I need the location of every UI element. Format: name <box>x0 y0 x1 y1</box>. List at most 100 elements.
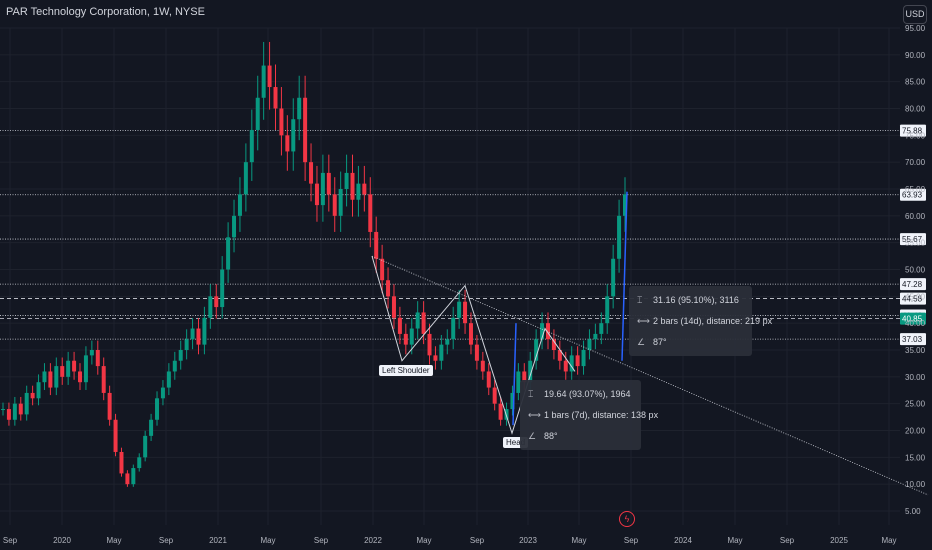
candle-body <box>314 183 319 206</box>
y-tick-label: 55.00 <box>905 239 926 248</box>
candle-body <box>6 409 11 420</box>
candle-body <box>149 419 154 436</box>
candle-body <box>344 172 349 189</box>
candle-body <box>593 333 598 340</box>
candle-body <box>415 312 420 329</box>
candle-body <box>18 403 23 415</box>
candle-body <box>72 360 77 372</box>
level-price-label: 37.03 <box>902 335 923 344</box>
candle-body <box>356 183 361 200</box>
measure-lower-bars: 1 bars (7d), distance: 138 px <box>544 410 659 420</box>
candle-body <box>243 162 248 195</box>
candle-body <box>255 97 260 130</box>
y-tick-label: 35.00 <box>905 346 926 355</box>
candle-body <box>95 350 100 367</box>
candle-body <box>362 183 367 195</box>
x-tick-label: 2021 <box>209 536 227 545</box>
earnings-event-icon[interactable]: ϟ <box>619 511 635 527</box>
candle-body <box>214 296 219 308</box>
candle-body <box>178 350 183 361</box>
candle-body <box>184 339 189 350</box>
candle-body <box>498 403 503 420</box>
y-tick-label: 50.00 <box>905 266 926 275</box>
candle-body <box>581 350 586 367</box>
candle-body <box>208 296 213 318</box>
measure-box-lower: ⌶ 19.64 (93.07%), 1964 ⟷ 1 bars (7d), dist… <box>520 380 658 450</box>
level-price-tag <box>900 333 926 346</box>
y-tick-label: 85.00 <box>905 78 926 87</box>
candle-body <box>386 280 391 297</box>
level-price-label: 55.67 <box>902 235 923 244</box>
candle-body <box>273 87 278 109</box>
y-tick-label: 90.00 <box>905 51 926 60</box>
candle-body <box>78 371 83 383</box>
bars-range-icon: ⟷ <box>637 316 650 326</box>
head-shoulders-path <box>371 255 576 435</box>
chart-grid <box>0 27 900 525</box>
candle-body <box>89 350 94 356</box>
candle-body <box>522 371 527 383</box>
level-price-label: 47.28 <box>902 280 923 289</box>
candle-body <box>107 392 112 420</box>
y-tick-label: 25.00 <box>905 400 926 409</box>
y-tick-label: 65.00 <box>905 185 926 194</box>
candle-body <box>569 355 574 372</box>
angle-icon: ∠ <box>528 431 537 441</box>
candle-body <box>101 366 106 393</box>
candle-body <box>137 457 142 469</box>
candle-body <box>237 194 242 216</box>
candle-body <box>30 392 35 399</box>
candle-body <box>468 323 473 345</box>
candle-body <box>338 189 343 216</box>
candle-body <box>427 333 432 356</box>
candle-body <box>303 97 308 163</box>
currency-button[interactable]: USD <box>903 5 927 24</box>
candle-body <box>285 135 290 152</box>
candle-body <box>220 269 225 308</box>
candle-body <box>160 387 165 399</box>
head-label: Head <box>503 437 529 448</box>
candle-body <box>605 296 610 324</box>
candle-body <box>66 360 71 377</box>
level-price-tag <box>900 233 926 246</box>
y-tick-label: 5.00 <box>905 507 921 516</box>
candle-body <box>196 328 201 345</box>
candle-body <box>326 172 331 195</box>
y-tick-label: 10.00 <box>905 480 926 489</box>
x-tick-label: Sep <box>3 536 18 545</box>
level-price-label: 63.93 <box>902 191 923 200</box>
measure-line-upper <box>621 191 628 361</box>
candle-body <box>391 296 396 318</box>
candle-body <box>563 360 568 372</box>
y-tick-label: 95.00 <box>905 24 926 33</box>
y-tick-label: 75.00 <box>905 131 926 140</box>
level-price-label: 75.88 <box>902 127 923 136</box>
candle-body <box>320 172 325 206</box>
measure-line-lower <box>512 323 517 426</box>
symbol-title: PAR Technology Corporation, 1W, NYSE <box>6 6 205 18</box>
candle-body <box>540 323 545 340</box>
candle-body <box>557 350 562 361</box>
level-price-tag <box>900 188 926 201</box>
candle-body <box>155 398 160 420</box>
candle-body <box>1 409 5 411</box>
candle-body <box>617 215 622 259</box>
candle-body <box>279 108 284 136</box>
y-tick-label: 20.00 <box>905 427 926 436</box>
y-tick-label: 80.00 <box>905 105 926 114</box>
candle-body <box>599 323 604 334</box>
x-tick-label: 2022 <box>364 536 382 545</box>
candle-body <box>309 162 314 184</box>
x-tick-label: Sep <box>780 536 795 545</box>
candle-body <box>12 403 17 420</box>
candle-body <box>119 451 124 474</box>
candle-body <box>433 355 438 361</box>
candle-body <box>439 344 444 361</box>
candle-body <box>480 360 485 372</box>
level-price-tag <box>900 312 926 325</box>
bars-range-icon: ⟷ <box>528 410 541 420</box>
measure-box-upper: ⌶ 31.16 (95.10%), 3116 ⟷ 2 bars (14d), dis… <box>629 286 772 356</box>
y-tick-label: 40.00 <box>905 319 926 328</box>
x-tick-label: Sep <box>624 536 639 545</box>
